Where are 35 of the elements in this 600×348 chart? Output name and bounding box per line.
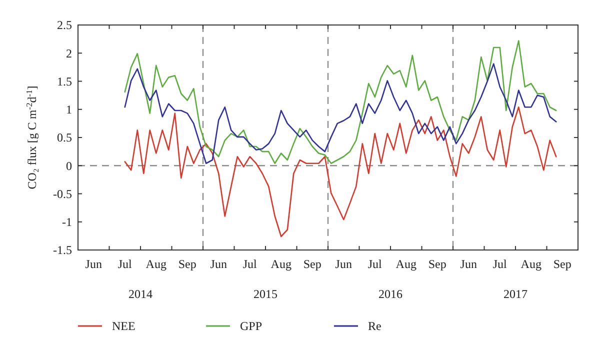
x-tick-label: Aug bbox=[520, 257, 542, 271]
x-tick-label: Jun bbox=[335, 257, 352, 271]
y-tick-label: 0 bbox=[66, 158, 72, 173]
x-tick-label: Jul bbox=[368, 257, 383, 271]
y-tick-label: 0.5 bbox=[57, 130, 72, 145]
y-tick-label: -0.5 bbox=[53, 186, 72, 201]
y-tick-label: 2 bbox=[66, 46, 72, 60]
x-tick-label: Sep bbox=[553, 257, 572, 271]
legend-label: GPP bbox=[240, 319, 262, 334]
line-series bbox=[124, 63, 557, 164]
y-tick-label: 1 bbox=[66, 102, 72, 117]
x-tick-label: Jun bbox=[85, 257, 102, 271]
text: 2017 bbox=[504, 287, 528, 301]
y-tick-label: -1.5 bbox=[53, 243, 72, 258]
x-tick-label: Sep bbox=[303, 257, 322, 271]
x-tick-label: Sep bbox=[428, 257, 446, 271]
x-tick-label: Sep bbox=[178, 257, 196, 271]
x-tick-label: Jul bbox=[118, 257, 133, 271]
x-tick-label: Aug bbox=[146, 257, 166, 271]
x-tick-label: Aug bbox=[396, 257, 416, 271]
text: 2014 bbox=[128, 287, 152, 301]
x-tick-label: Jun bbox=[460, 257, 477, 271]
text: 2016 bbox=[378, 287, 402, 301]
x-tick-label: Aug bbox=[270, 257, 292, 271]
y-tick-label: 1.5 bbox=[57, 74, 72, 88]
line-series bbox=[124, 106, 557, 238]
y-tick-label: -1 bbox=[62, 215, 72, 230]
y-tick-label: 2.5 bbox=[57, 18, 72, 32]
legend-label: Re bbox=[368, 319, 382, 334]
line-series bbox=[124, 40, 557, 164]
x-tick-label: Jul bbox=[242, 257, 258, 271]
text: 2015 bbox=[254, 287, 278, 301]
x-tick-label: Jun bbox=[210, 257, 227, 271]
x-tick-label: Jul bbox=[492, 257, 508, 271]
legend-label: NEE bbox=[112, 319, 136, 334]
